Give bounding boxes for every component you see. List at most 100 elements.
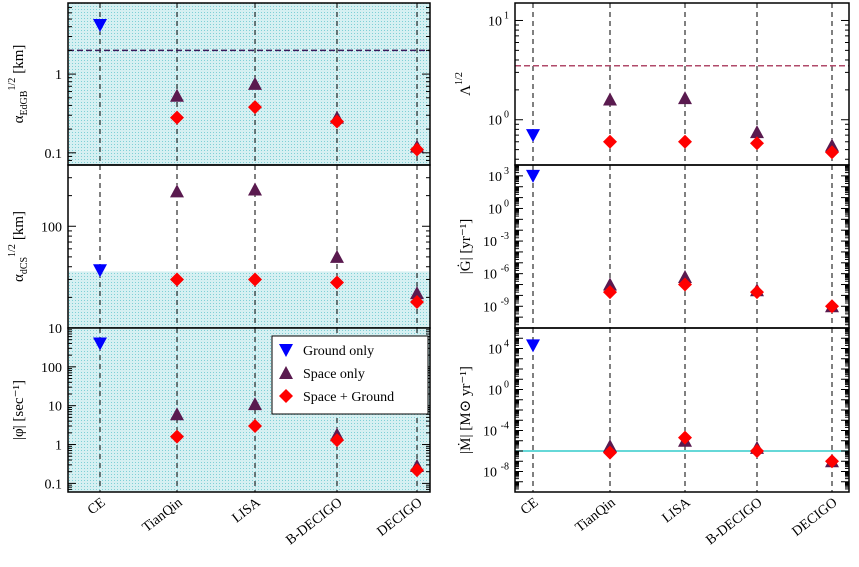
- shaded-band: [68, 3, 430, 165]
- data-point-diamond: [248, 419, 262, 434]
- data-point-triangle-up: [678, 91, 692, 105]
- x-category-label: B-DECIGO: [284, 495, 346, 548]
- y-label-unit: [km]: [11, 211, 27, 240]
- y-tick-label: 10: [483, 466, 497, 481]
- y-axis-label: |Ġ| [yr⁻¹]: [457, 219, 474, 275]
- data-point-diamond: [170, 110, 184, 125]
- legend-label: Space + Ground: [303, 390, 394, 405]
- y-label-sub: dCS: [19, 257, 30, 274]
- y-label-main: α: [11, 274, 27, 282]
- y-tick-label: 1: [55, 439, 62, 454]
- y-tick-label: 10: [48, 322, 62, 337]
- data-point-diamond: [248, 272, 262, 287]
- x-category-label: CE: [518, 495, 541, 518]
- y-tick-label: 1: [55, 68, 62, 83]
- y-tick-exponent: -3: [501, 231, 509, 242]
- data-point-triangle-up: [678, 269, 692, 283]
- data-point-triangle-down: [526, 129, 540, 143]
- y-tick-exponent: 0: [504, 198, 509, 209]
- y-tick-exponent: -4: [501, 421, 509, 432]
- x-category-label: LISA: [660, 495, 694, 527]
- panel-frame: [514, 164, 850, 329]
- y-tick-exponent: -9: [501, 296, 509, 307]
- legend-marker-triangle-up: [279, 366, 293, 379]
- legend-label: Ground only: [303, 344, 374, 359]
- y-tick-label: 10: [488, 384, 502, 399]
- data-point-diamond: [825, 299, 839, 314]
- data-point-triangle-up: [603, 92, 617, 106]
- panel-dcs: 10 100 αdCS1/2 [km]: [7, 164, 431, 337]
- data-point-diamond: [410, 142, 424, 157]
- x-category-label: B-DECIGO: [704, 495, 766, 548]
- y-axis-label: Λ1/2: [454, 72, 474, 96]
- panel-edgb: 0.1 1 αEdGB1/2 [km]: [7, 2, 431, 166]
- data-point-triangle-up: [170, 88, 184, 102]
- data-point-triangle-down: [93, 337, 107, 351]
- data-point-diamond: [750, 285, 764, 300]
- data-point-diamond: [825, 454, 839, 469]
- y-tick-label: 10: [488, 14, 502, 29]
- y-tick-label: 0.1: [45, 477, 63, 492]
- data-point-triangle-up: [330, 249, 344, 263]
- y-tick-label: 10: [483, 300, 497, 315]
- legend: Ground only Space only Space + Ground: [271, 335, 429, 415]
- y-tick-label: 0.1: [45, 147, 63, 162]
- x-category-label: TianQin: [140, 495, 186, 535]
- y-label-main: α: [11, 115, 27, 123]
- data-point-diamond: [410, 463, 424, 478]
- y-tick-exponent: 0: [504, 380, 509, 391]
- data-point-diamond: [330, 433, 344, 448]
- data-point-diamond: [330, 114, 344, 129]
- data-point-diamond: [170, 272, 184, 287]
- y-tick-label: 10: [483, 425, 497, 440]
- y-tick-label: 10: [488, 202, 502, 217]
- y-axis-label: |Ṁ| [M⊙ yr⁻¹]: [458, 366, 474, 454]
- y-axis-label: |φ̇| [sec⁻¹]: [11, 380, 27, 440]
- y-tick-exponent: 4: [504, 339, 509, 350]
- data-point-diamond: [750, 136, 764, 151]
- panel-frame: [67, 327, 431, 493]
- shaded-band: [68, 271, 430, 328]
- y-tick-label: 10: [483, 235, 497, 250]
- data-point-diamond: [678, 430, 692, 445]
- legend-marker-diamond: [279, 389, 293, 403]
- legend-label: Space only: [303, 367, 365, 382]
- x-category-label: CE: [85, 495, 108, 518]
- data-point-triangle-up: [603, 277, 617, 291]
- y-tick-exponent: -6: [501, 264, 509, 275]
- legend-box: [271, 335, 429, 415]
- y-tick-label: 10: [483, 268, 497, 283]
- x-category-label: LISA: [230, 495, 264, 527]
- legend-marker-triangle-down: [279, 344, 293, 357]
- data-point-triangle-up: [248, 182, 262, 196]
- y-label-unit: [km]: [11, 45, 27, 74]
- data-point-diamond: [170, 429, 184, 444]
- data-point-diamond: [678, 277, 692, 292]
- data-point-diamond: [410, 295, 424, 310]
- y-label-sup: 1/2: [7, 244, 18, 257]
- data-point-diamond: [678, 134, 692, 149]
- data-point-triangle-up: [170, 407, 184, 421]
- data-point-triangle-up: [170, 184, 184, 198]
- y-tick-exponent: -8: [501, 462, 509, 473]
- x-category-label: DECIGO: [375, 495, 426, 539]
- y-label-sup: 1/2: [454, 72, 465, 85]
- data-point-diamond: [825, 145, 839, 160]
- y-tick-label: 100: [41, 220, 62, 235]
- panel-frame: [514, 327, 850, 493]
- y-tick-label: 10: [48, 400, 62, 415]
- data-point-diamond: [603, 445, 617, 460]
- data-point-diamond: [248, 100, 262, 115]
- data-point-diamond: [750, 444, 764, 458]
- data-point-triangle-down: [526, 339, 540, 353]
- y-tick-label: 10: [488, 170, 502, 185]
- y-tick-exponent: 1: [504, 10, 509, 21]
- data-point-triangle-down: [93, 19, 107, 33]
- data-point-triangle-up: [750, 125, 764, 139]
- y-tick-label: 10: [488, 343, 502, 358]
- data-point-diamond: [603, 285, 617, 300]
- y-label-sup: 1/2: [7, 78, 18, 91]
